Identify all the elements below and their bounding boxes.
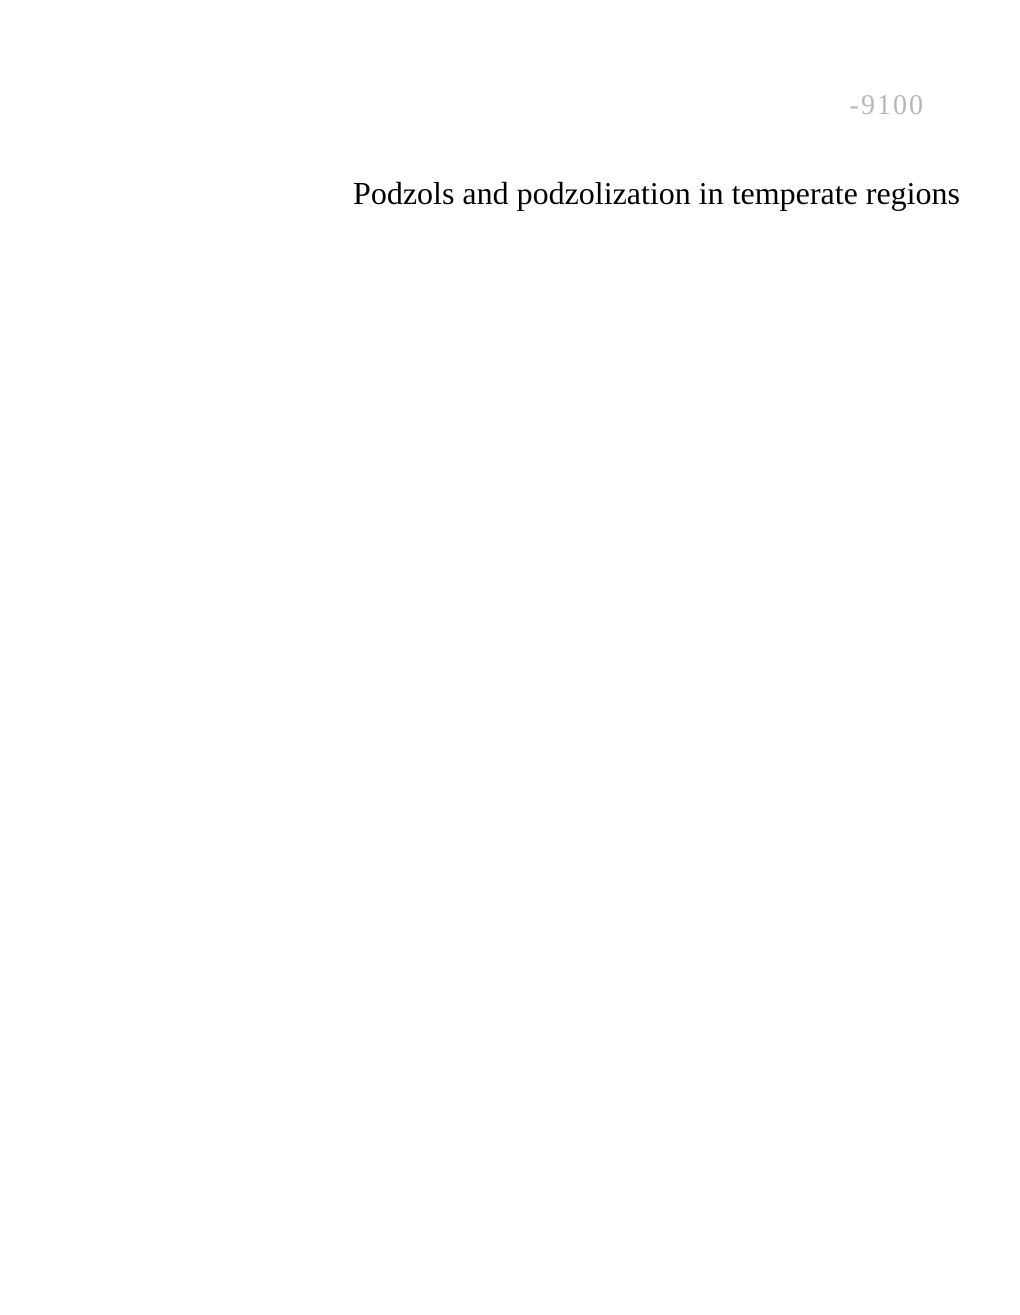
handwritten-annotation: -9100 [850,90,925,122]
document-page: -9100 Podzols and podzolization in tempe… [0,0,1020,1315]
page-title: Podzols and podzolization in temperate r… [0,175,960,212]
